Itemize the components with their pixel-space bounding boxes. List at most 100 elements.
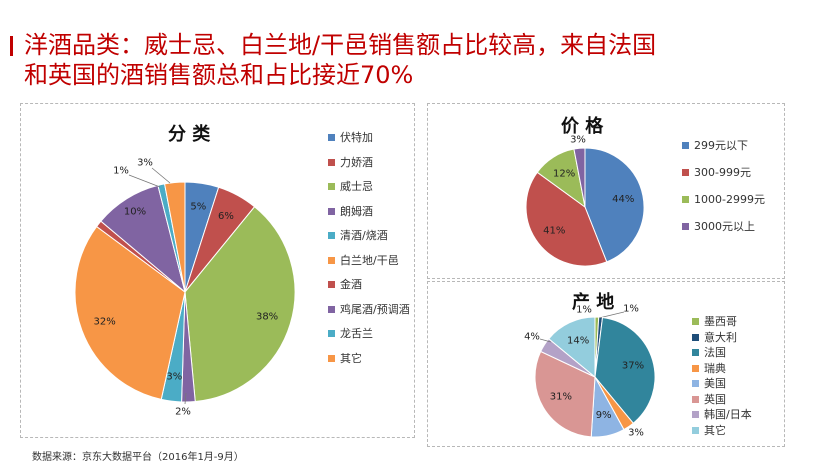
legend-label: 其它 — [340, 351, 362, 365]
price-legend: 299元以下 300-999元 1000-2999元 3000元以上 — [682, 138, 778, 246]
legend-swatch — [328, 281, 335, 288]
legend-swatch — [328, 207, 335, 215]
legend-label: 朗姆酒 — [340, 204, 373, 218]
data-label-2: 6% — [218, 211, 234, 222]
pie-slice-6 — [534, 350, 596, 438]
legend-label: 1000-2999元 — [694, 193, 765, 206]
legend-swatch — [328, 134, 335, 141]
legend-label: 299元以下 — [694, 139, 748, 152]
data-label-3: 12% — [553, 169, 575, 180]
legend-label: 300-999元 — [694, 166, 751, 179]
legend-item: 3000元以上 — [682, 219, 778, 246]
legend-swatch — [328, 158, 335, 166]
legend-swatch — [692, 333, 699, 341]
pie-slice-1 — [584, 147, 645, 263]
legend-label: 威士忌 — [340, 180, 373, 193]
legend-label: 清酒/烧酒 — [340, 229, 388, 242]
leader-line-4 — [184, 392, 187, 405]
legend-item: 伏特加 — [328, 130, 410, 155]
legend-swatch — [328, 330, 335, 337]
legend-swatch — [692, 349, 699, 356]
legend-item: 龙舌兰 — [328, 326, 410, 351]
legend-item: 墨西哥 — [692, 314, 772, 330]
data-label-1: 1% — [576, 305, 592, 316]
data-label-8: 10% — [124, 207, 146, 218]
legend-label: 意大利 — [704, 330, 737, 344]
legend-label: 龙舌兰 — [340, 327, 373, 340]
legend-swatch — [692, 426, 699, 434]
legend-label: 鸡尾酒/预调酒 — [340, 302, 410, 316]
legend-item: 清酒/烧酒 — [328, 228, 410, 253]
legend-item: 英国 — [692, 392, 772, 408]
legend-item: 其它 — [328, 351, 410, 376]
legend-item: 1000-2999元 — [682, 192, 778, 219]
headline-line-2: 和英国的酒销售额总和占比接近70% — [24, 61, 414, 89]
pie-slice-3 — [184, 206, 296, 403]
pie-slice-4 — [573, 147, 586, 208]
legend-item: 其它 — [692, 423, 772, 439]
origin-chart-title: 产 地 — [572, 292, 615, 313]
data-label-2: 1% — [623, 304, 639, 315]
legend-item: 299元以下 — [682, 138, 778, 165]
legend-swatch — [328, 183, 335, 190]
pie-slice-6 — [74, 225, 186, 400]
category-chart-title: 分 类 — [168, 124, 211, 145]
data-source-note: 数据来源：京东大数据平台（2016年1月-9月） — [32, 452, 244, 463]
legend-label: 韩国/日本 — [704, 408, 752, 421]
data-label-2: 41% — [543, 225, 565, 236]
data-label-5: 3% — [166, 372, 182, 383]
data-label-10: 3% — [137, 158, 153, 169]
pie-slice-10 — [164, 181, 186, 293]
legend-swatch — [682, 169, 689, 176]
data-label-1: 44% — [612, 194, 634, 205]
legend-item: 瑞典 — [692, 361, 772, 377]
leader-line-2 — [598, 311, 625, 319]
category-legend: 伏特加力娇酒威士忌朗姆酒清酒/烧酒白兰地/干邑 金酒鸡尾酒/预调酒 龙舌兰其它 — [328, 130, 410, 375]
legend-swatch — [682, 196, 689, 203]
legend-swatch — [692, 380, 699, 387]
legend-swatch — [692, 318, 699, 325]
legend-item: 韩国/日本 — [692, 407, 772, 423]
legend-item: 力娇酒 — [328, 155, 410, 180]
legend-swatch — [692, 364, 699, 372]
legend-label: 3000元以上 — [694, 220, 755, 233]
data-label-4: 2% — [175, 407, 191, 418]
pie-slice-8 — [548, 316, 596, 379]
legend-swatch — [692, 411, 699, 418]
data-label-4: 3% — [570, 135, 586, 146]
legend-swatch — [328, 305, 335, 313]
data-label-6: 31% — [550, 392, 572, 403]
data-label-8: 14% — [567, 336, 589, 347]
leader-line-10 — [151, 167, 171, 184]
headline-line-1: 洋酒品类：威士忌、白兰地/干邑销售额占比较高，来自法国 — [24, 31, 657, 59]
legend-label: 力娇酒 — [340, 155, 373, 169]
price-chart-title: 价 格 — [561, 116, 604, 137]
legend-label: 伏特加 — [340, 131, 373, 144]
legend-item: 法国 — [692, 345, 772, 361]
legend-swatch — [328, 232, 335, 239]
data-label-5: 9% — [596, 410, 612, 421]
legend-label: 金酒 — [340, 278, 362, 291]
page-headline: 洋酒品类：威士忌、白兰地/干邑销售额占比较高，来自法国 和英国的酒销售额总和占比… — [24, 30, 656, 90]
legend-item: 白兰地/干邑 — [328, 253, 410, 278]
legend-label: 墨西哥 — [704, 315, 737, 328]
origin-legend: 墨西哥意大利法国瑞典美国英国 韩国/日本其它 — [692, 314, 772, 438]
leader-line-7 — [539, 338, 552, 343]
legend-swatch — [682, 142, 689, 149]
legend-label: 美国 — [704, 377, 726, 390]
headline-accent-bar — [10, 36, 13, 56]
pie-slice-3 — [594, 316, 656, 424]
legend-item: 美国 — [692, 376, 772, 392]
legend-swatch — [328, 354, 335, 362]
data-label-6: 32% — [94, 317, 116, 328]
legend-item: 300-999元 — [682, 165, 778, 192]
legend-item: 朗姆酒 — [328, 204, 410, 229]
legend-swatch — [682, 223, 689, 230]
legend-label: 瑞典 — [704, 361, 726, 375]
legend-item: 威士忌 — [328, 179, 410, 204]
legend-label: 法国 — [704, 346, 726, 359]
legend-swatch — [692, 395, 699, 403]
